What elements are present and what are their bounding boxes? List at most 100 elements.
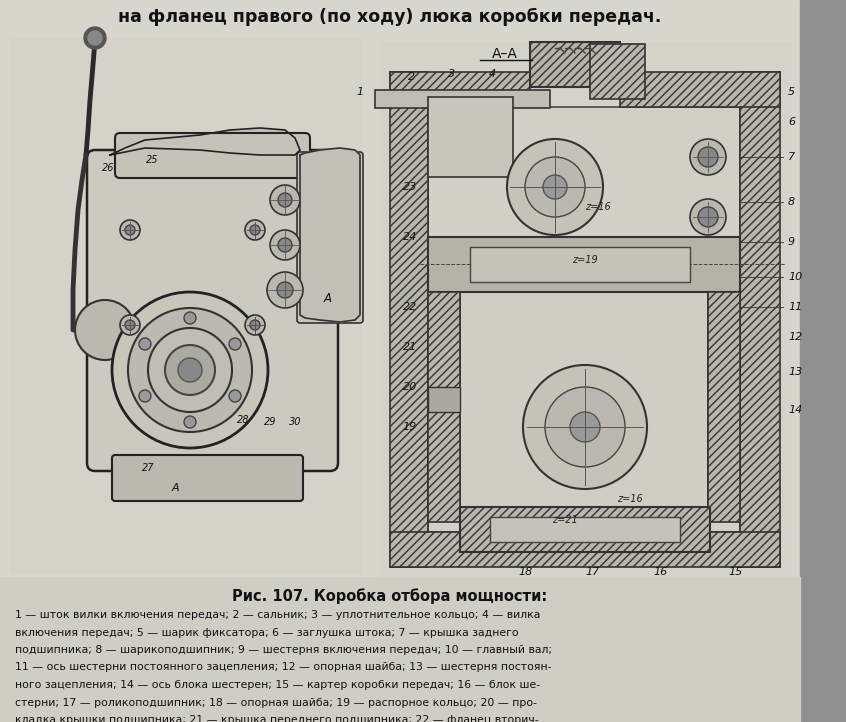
Bar	[428, 237, 740, 292]
Text: 9: 9	[788, 237, 795, 247]
Circle shape	[250, 320, 260, 330]
Circle shape	[278, 238, 292, 252]
Circle shape	[267, 272, 303, 308]
Circle shape	[250, 225, 260, 235]
Text: A: A	[171, 483, 179, 493]
Bar	[590, 44, 645, 99]
Bar	[428, 97, 513, 177]
Text: 26: 26	[102, 163, 114, 173]
Circle shape	[545, 387, 625, 467]
Circle shape	[690, 139, 726, 175]
Text: 18: 18	[518, 567, 532, 577]
Text: 11: 11	[788, 302, 802, 312]
Text: 24: 24	[403, 232, 417, 242]
Text: 29: 29	[264, 417, 277, 427]
Bar	[10, 38, 360, 573]
Text: 21: 21	[403, 342, 417, 352]
Text: z=16: z=16	[585, 202, 611, 212]
Circle shape	[698, 147, 718, 167]
Bar	[740, 72, 780, 567]
Circle shape	[88, 31, 102, 45]
Text: 27: 27	[142, 463, 154, 473]
Text: 28: 28	[237, 415, 250, 425]
Circle shape	[139, 390, 151, 402]
Text: 14: 14	[788, 405, 802, 415]
Circle shape	[690, 199, 726, 235]
Circle shape	[128, 308, 252, 432]
Circle shape	[229, 390, 241, 402]
Bar	[428, 292, 460, 522]
FancyBboxPatch shape	[87, 150, 338, 471]
Text: 2: 2	[409, 72, 415, 82]
Circle shape	[120, 315, 140, 335]
Circle shape	[75, 300, 135, 360]
Text: 11 — ось шестерни постоянного зацепления; 12 — опорная шайба; 13 — шестерня пост: 11 — ось шестерни постоянного зацепления…	[15, 663, 552, 672]
Circle shape	[543, 175, 567, 199]
Bar	[470, 247, 690, 282]
Circle shape	[125, 320, 135, 330]
Circle shape	[525, 157, 585, 217]
Polygon shape	[300, 148, 360, 322]
Text: 15: 15	[728, 567, 742, 577]
Text: 20: 20	[403, 382, 417, 392]
FancyBboxPatch shape	[297, 152, 363, 323]
Bar	[428, 387, 460, 412]
Text: 8: 8	[788, 197, 795, 207]
Text: 4: 4	[488, 69, 496, 79]
Text: 6: 6	[788, 117, 795, 127]
Text: 13: 13	[788, 367, 802, 377]
Text: 25: 25	[146, 155, 158, 165]
Text: 1 — шток вилки включения передач; 2 — сальник; 3 — уплотнительное кольцо; 4 — ви: 1 — шток вилки включения передач; 2 — са…	[15, 610, 541, 620]
Circle shape	[112, 292, 268, 448]
Bar	[460, 507, 710, 552]
Text: z=21: z=21	[552, 515, 578, 525]
Bar	[620, 72, 780, 107]
Text: 10: 10	[788, 272, 802, 282]
Circle shape	[148, 328, 232, 412]
Bar	[800, 0, 846, 722]
Circle shape	[245, 315, 265, 335]
Circle shape	[178, 358, 202, 382]
Text: включения передач; 5 — шарик фиксатора; 6 — заглушка штока; 7 — крышка заднего: включения передач; 5 — шарик фиксатора; …	[15, 627, 519, 638]
Bar	[460, 292, 708, 532]
Polygon shape	[110, 128, 300, 155]
Circle shape	[570, 412, 600, 442]
Circle shape	[698, 207, 718, 227]
Text: кладка крышки подшипника; 21 — крышка переднего подшипника; 22 — фланец вторич-: кладка крышки подшипника; 21 — крышка пе…	[15, 715, 539, 722]
Text: 30: 30	[288, 417, 301, 427]
Circle shape	[184, 416, 196, 428]
Circle shape	[165, 345, 215, 395]
Text: A: A	[324, 292, 332, 305]
Circle shape	[139, 338, 151, 350]
Text: 22: 22	[403, 302, 417, 312]
Text: 19: 19	[403, 422, 417, 432]
Circle shape	[278, 193, 292, 207]
Text: 7: 7	[788, 152, 795, 162]
Bar	[390, 72, 530, 107]
Bar	[530, 42, 620, 87]
Text: А–А: А–А	[492, 47, 518, 61]
Bar	[380, 42, 790, 587]
Circle shape	[229, 338, 241, 350]
Text: Рис. 107. Коробка отбора мощности:: Рис. 107. Коробка отбора мощности:	[233, 588, 547, 604]
Circle shape	[523, 365, 647, 489]
Bar	[708, 292, 740, 522]
Circle shape	[270, 230, 300, 260]
Text: 17: 17	[585, 567, 599, 577]
Bar	[0, 577, 800, 722]
Text: 23: 23	[403, 182, 417, 192]
Circle shape	[184, 312, 196, 324]
Bar	[428, 107, 740, 532]
FancyBboxPatch shape	[115, 133, 310, 178]
Text: подшипника; 8 — шарикоподшипник; 9 — шестерня включения передач; 10 — главный ва: подшипника; 8 — шарикоподшипник; 9 — шес…	[15, 645, 552, 655]
Text: 5: 5	[788, 87, 795, 97]
Text: 16: 16	[653, 567, 667, 577]
Bar	[390, 532, 780, 567]
Bar	[390, 72, 428, 567]
Bar	[490, 517, 680, 542]
Text: z=16: z=16	[617, 494, 643, 504]
Text: 3: 3	[448, 69, 455, 79]
Text: 12: 12	[788, 332, 802, 342]
Bar	[375, 90, 550, 108]
Circle shape	[84, 27, 106, 49]
